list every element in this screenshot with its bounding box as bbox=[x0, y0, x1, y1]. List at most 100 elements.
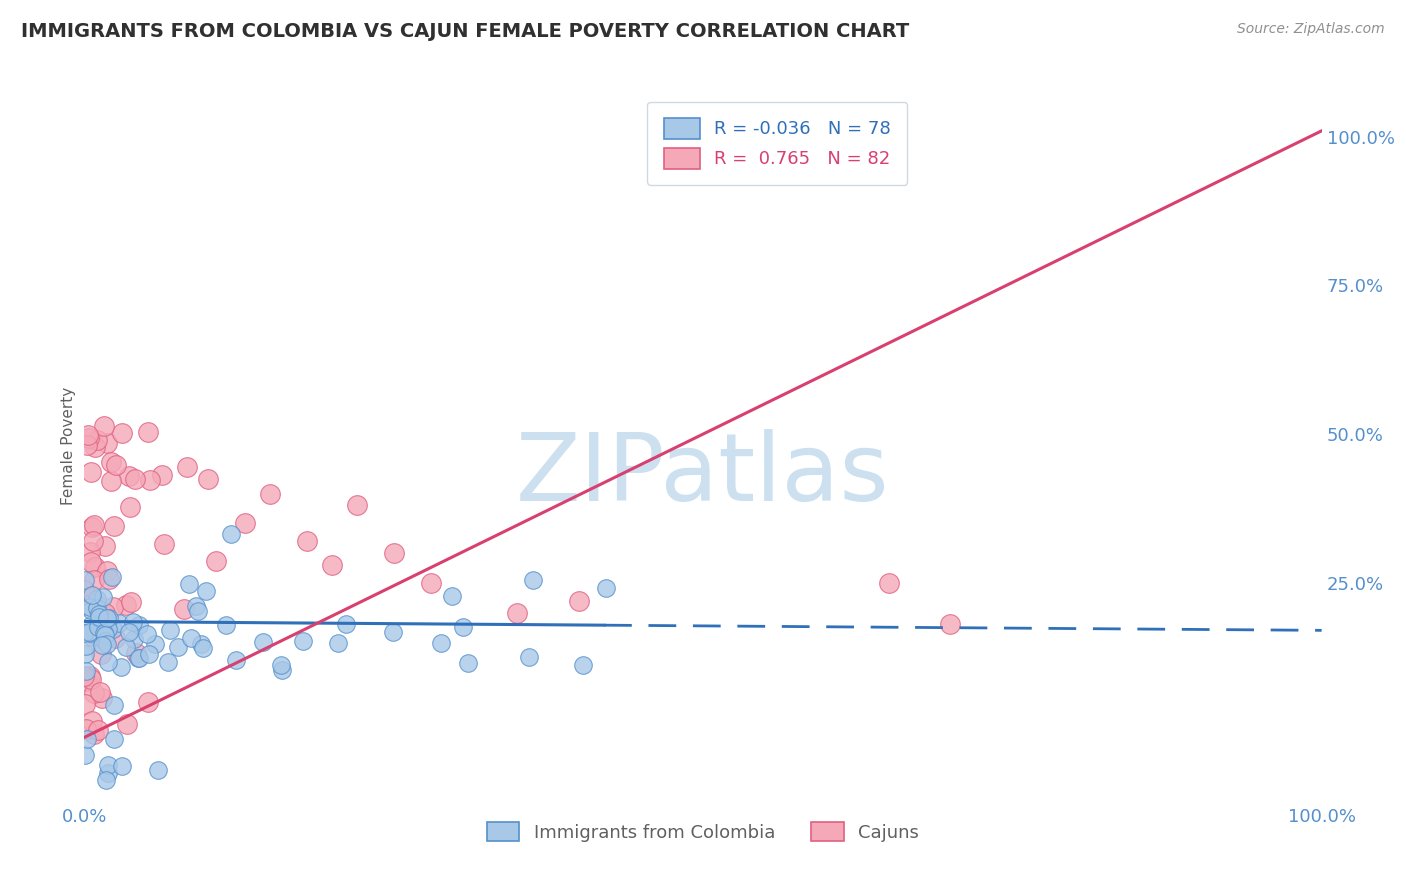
Point bbox=[104, 631, 127, 645]
Point bbox=[118, 500, 141, 514]
Point bbox=[98, 610, 121, 624]
Point bbox=[75, 664, 97, 678]
Point bbox=[382, 624, 405, 639]
Point bbox=[346, 499, 368, 513]
Point bbox=[80, 714, 103, 728]
Text: IMMIGRANTS FROM COLOMBIA VS CAJUN FEMALE POVERTY CORRELATION CHART: IMMIGRANTS FROM COLOMBIA VS CAJUN FEMALE… bbox=[21, 22, 910, 41]
Point bbox=[138, 648, 160, 662]
Point bbox=[77, 428, 100, 442]
Point bbox=[572, 658, 595, 673]
Point bbox=[97, 766, 120, 780]
Point bbox=[114, 640, 136, 655]
Point bbox=[157, 655, 180, 669]
Point bbox=[87, 607, 110, 622]
Point bbox=[215, 618, 238, 632]
Point bbox=[76, 437, 98, 451]
Point bbox=[115, 717, 138, 731]
Point bbox=[75, 591, 97, 606]
Point bbox=[595, 581, 617, 595]
Point bbox=[127, 650, 149, 665]
Point bbox=[173, 602, 195, 616]
Point bbox=[429, 636, 451, 650]
Point bbox=[148, 763, 170, 777]
Point bbox=[259, 486, 281, 500]
Point bbox=[568, 593, 591, 607]
Point bbox=[86, 601, 108, 615]
Point bbox=[204, 554, 226, 568]
Point bbox=[382, 546, 405, 560]
Point bbox=[94, 628, 117, 642]
Point bbox=[83, 518, 105, 533]
Point bbox=[94, 539, 117, 553]
Point bbox=[79, 618, 101, 632]
Text: ZIPatlas: ZIPatlas bbox=[516, 428, 890, 521]
Point bbox=[93, 625, 115, 640]
Point bbox=[73, 583, 96, 598]
Point bbox=[457, 656, 479, 670]
Point bbox=[103, 731, 125, 746]
Point bbox=[83, 573, 105, 587]
Point bbox=[97, 655, 120, 669]
Point bbox=[122, 615, 145, 629]
Point bbox=[152, 537, 174, 551]
Point bbox=[101, 600, 124, 615]
Point bbox=[93, 419, 115, 434]
Point bbox=[184, 599, 207, 613]
Point bbox=[76, 673, 98, 688]
Point bbox=[97, 572, 120, 586]
Y-axis label: Female Poverty: Female Poverty bbox=[60, 387, 76, 505]
Point bbox=[110, 659, 132, 673]
Point bbox=[136, 425, 159, 440]
Point bbox=[94, 606, 117, 620]
Point bbox=[190, 637, 212, 651]
Point bbox=[80, 588, 103, 602]
Point bbox=[440, 589, 463, 603]
Point bbox=[75, 722, 97, 736]
Point bbox=[506, 606, 529, 620]
Point bbox=[75, 640, 97, 654]
Point bbox=[93, 590, 115, 604]
Point bbox=[939, 617, 962, 632]
Point bbox=[80, 465, 103, 479]
Point bbox=[197, 472, 219, 486]
Point bbox=[104, 458, 127, 472]
Point bbox=[89, 685, 111, 699]
Point bbox=[80, 672, 103, 686]
Point bbox=[110, 426, 132, 441]
Point bbox=[124, 632, 146, 647]
Text: Source: ZipAtlas.com: Source: ZipAtlas.com bbox=[1237, 22, 1385, 37]
Point bbox=[326, 636, 349, 650]
Point bbox=[79, 544, 101, 558]
Point bbox=[97, 622, 120, 636]
Point bbox=[187, 604, 209, 618]
Point bbox=[73, 747, 96, 762]
Point bbox=[84, 596, 107, 610]
Point bbox=[73, 669, 96, 683]
Point bbox=[191, 640, 214, 655]
Point bbox=[118, 469, 141, 483]
Point bbox=[180, 632, 202, 646]
Point bbox=[93, 634, 115, 648]
Point bbox=[877, 575, 900, 590]
Point bbox=[451, 620, 474, 634]
Point bbox=[79, 669, 101, 683]
Point bbox=[83, 686, 105, 700]
Point bbox=[252, 635, 274, 649]
Point bbox=[150, 467, 173, 482]
Point bbox=[108, 615, 131, 630]
Point bbox=[87, 619, 110, 633]
Point bbox=[90, 638, 112, 652]
Point bbox=[139, 474, 162, 488]
Point bbox=[522, 573, 544, 587]
Point bbox=[233, 516, 256, 531]
Point bbox=[79, 599, 101, 614]
Point bbox=[80, 555, 103, 569]
Point bbox=[77, 624, 100, 639]
Point bbox=[120, 594, 142, 608]
Point bbox=[335, 616, 357, 631]
Point bbox=[73, 647, 96, 661]
Point bbox=[128, 651, 150, 665]
Point bbox=[82, 534, 104, 549]
Point bbox=[84, 629, 107, 643]
Point bbox=[77, 431, 100, 445]
